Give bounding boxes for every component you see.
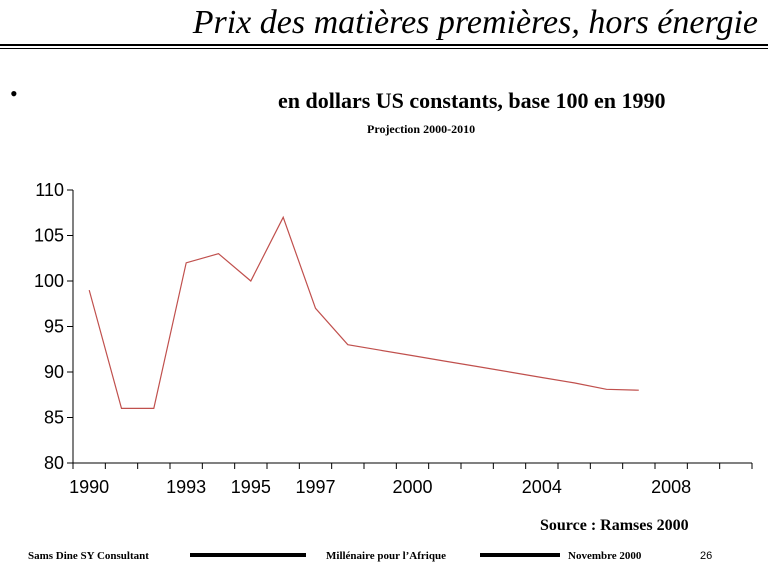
- y-tick-label: 105: [34, 226, 64, 246]
- x-tick-label: 1997: [295, 477, 335, 497]
- footer-divider-left: [190, 553, 306, 557]
- footer-author: Sams Dine SY Consultant: [28, 550, 149, 562]
- x-tick-label: 2008: [651, 477, 691, 497]
- y-tick-label: 110: [35, 180, 64, 200]
- series-line: [88, 215, 639, 409]
- y-tick-label: 95: [44, 317, 64, 337]
- chart-axes: [72, 190, 752, 464]
- title-rule: [0, 44, 768, 49]
- footer: Sams Dine SY Consultant Millénaire pour …: [0, 548, 768, 568]
- footer-divider-right: [480, 553, 560, 557]
- y-tick-label: 90: [44, 362, 64, 382]
- x-axis-ticks: 1990 1993 1995 1997 2000 2004 2008: [69, 463, 753, 497]
- x-tick-label: 1993: [166, 477, 206, 497]
- series-points: [89, 217, 639, 409]
- footer-center-text: Millénaire pour l’Afrique: [326, 550, 446, 562]
- y-axis-ticks: 80 85 90 95 100 105 110: [34, 180, 73, 473]
- source-note: Source : Ramses 2000: [540, 517, 689, 534]
- y-tick-label: 80: [44, 453, 64, 473]
- y-tick-label: 85: [44, 408, 64, 428]
- footer-date: Novembre 2000: [568, 550, 642, 562]
- x-tick-label: 2000: [392, 477, 432, 497]
- bullet-point: •: [10, 81, 18, 106]
- slide-title: Prix des matières premières, hors énergi…: [192, 4, 758, 41]
- line-chart: 80 85 90 95 100 105 110 1990 1993 1995 1997 2000 20…: [34, 180, 753, 497]
- chart-subtitle: Projection 2000-2010: [367, 122, 476, 136]
- chart-title: en dollars US constants, base 100 en 199…: [278, 88, 666, 113]
- page-number: 26: [700, 550, 713, 562]
- y-tick-label: 100: [34, 271, 64, 291]
- x-tick-label: 2004: [522, 477, 562, 497]
- x-tick-label: 1995: [231, 477, 271, 497]
- x-tick-label: 1990: [69, 477, 109, 497]
